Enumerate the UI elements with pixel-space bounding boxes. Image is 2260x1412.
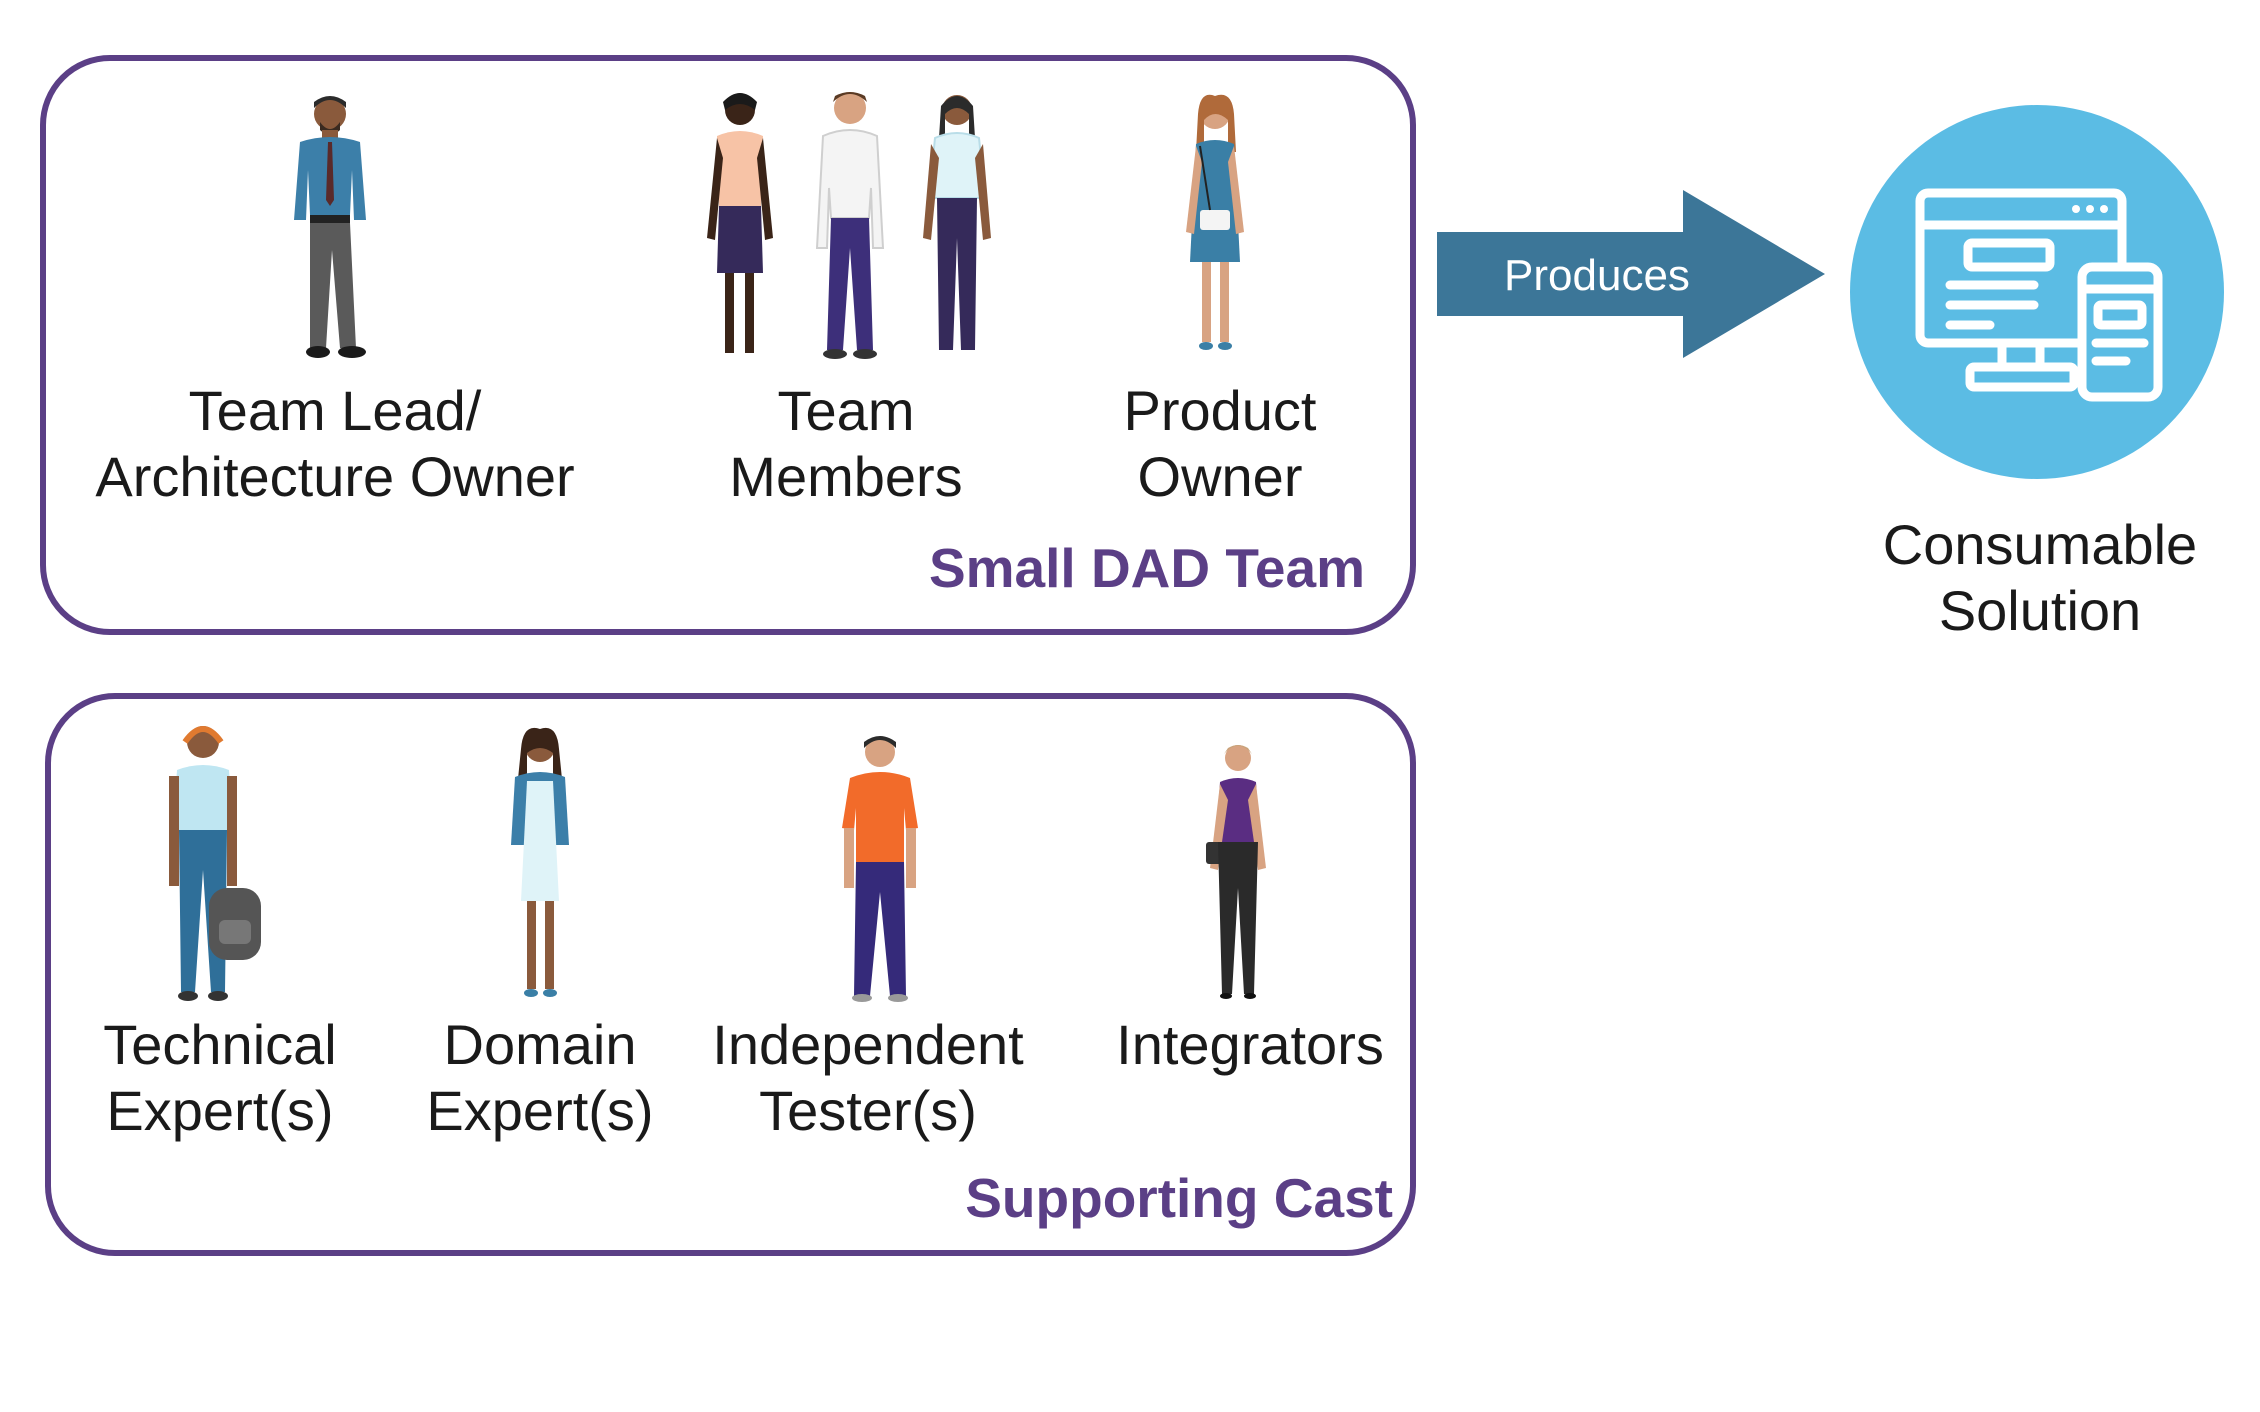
integrator-figure (1198, 738, 1278, 1004)
consumable-solution-label: Consumable Solution (1882, 513, 2198, 642)
team-lead-label: Team Lead/Architecture Owner (95, 379, 575, 508)
product-owner-figure (1170, 92, 1260, 354)
product-owner-label: Product Owner (1123, 379, 1317, 508)
team-lead-figure (270, 90, 390, 360)
technical-expert-figure (155, 720, 275, 1006)
independent-tester-label: Independent Tester(s) (712, 1013, 1024, 1142)
produces-arrow (1437, 190, 1825, 358)
integrators-label: Integrators (1116, 1013, 1384, 1076)
small-dad-team-group (40, 55, 1416, 635)
team-members-label: Team Members (729, 379, 963, 508)
technical-expert-label: Technical Expert(s) (103, 1013, 337, 1142)
independent-tester-figure (830, 732, 930, 1004)
domain-expert-figure (495, 725, 585, 1003)
computer-and-mobile-icon (1850, 105, 2224, 479)
produces-arrow-label: Produces (1504, 251, 1690, 300)
supporting-cast-group (45, 693, 1416, 1256)
domain-expert-label: Domain Expert(s) (426, 1013, 654, 1142)
team-members-figure (695, 88, 1005, 364)
supporting-cast-title: Supporting Cast (965, 1167, 1393, 1229)
small-dad-team-title: Small DAD Team (928, 537, 1365, 599)
